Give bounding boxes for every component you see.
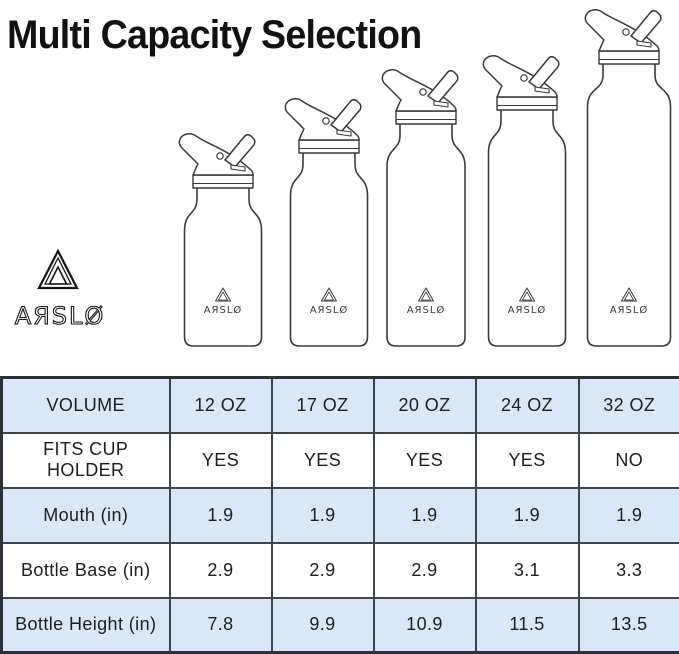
height-cell-20oz: 10.9	[372, 596, 477, 654]
mouth-cell-20oz: 1.9	[372, 486, 477, 544]
mouth-cell-12oz: 1.9	[168, 486, 273, 544]
bottle-illustration-32oz: AЯSLØ	[584, 9, 672, 347]
base-cell-17oz: 2.9	[270, 541, 375, 599]
fits-cell-17oz: YES	[270, 431, 375, 489]
bottle-logo-text: AЯSLØ	[204, 304, 243, 316]
straw-icon	[630, 9, 662, 44]
mouth-cell-24oz: 1.9	[474, 486, 580, 544]
height-cell-17oz: 9.9	[270, 596, 375, 654]
base-cell-32oz: 3.3	[577, 541, 679, 599]
volume-cell-12oz: 12 OZ	[168, 376, 273, 434]
capacity-spec-table: VOLUME 12 OZ 17 OZ 20 OZ 24 OZ 32 OZ FIT…	[0, 376, 679, 654]
fits-cell-12oz: YES	[168, 431, 273, 489]
bottle-logo-text: AЯSLØ	[508, 304, 547, 316]
fits-cell-32oz: NO	[577, 431, 679, 489]
bottle-logo-text: AЯSLØ	[610, 304, 649, 316]
table-row-mouth: Mouth (in) 1.9 1.9 1.9 1.9 1.9	[0, 486, 679, 544]
height-cell-12oz: 7.8	[168, 596, 273, 654]
table-row-bottle-base: Bottle Base (in) 2.9 2.9 2.9 3.1 3.3	[0, 541, 679, 599]
brand-logo: AЯSLØ	[14, 248, 106, 331]
page-title: Multi Capacity Selection	[7, 13, 422, 57]
brand-logo-text: AЯSLØ	[15, 302, 106, 330]
bottle-lineup-illustration: AЯSLØ AЯSLØ AЯSLØ AЯSLØ AЯSLØ	[178, 9, 672, 347]
fits-cell-24oz: YES	[474, 431, 580, 489]
bottle-brand-logo	[215, 287, 231, 302]
bottle-brand-logo	[621, 287, 637, 302]
volume-cell-32oz: 32 OZ	[577, 376, 679, 434]
height-cell-24oz: 11.5	[474, 596, 580, 654]
straw-icon	[224, 133, 256, 168]
row-label-volume: VOLUME	[0, 376, 171, 434]
bottle-logo-text: AЯSLØ	[407, 304, 446, 316]
row-label-fits-cup-holder: FITS CUP HOLDER	[0, 431, 171, 489]
table-row-bottle-height: Bottle Height (in) 7.8 9.9 10.9 11.5 13.…	[0, 596, 679, 654]
straw-icon	[330, 98, 362, 133]
mouth-cell-32oz: 1.9	[577, 486, 679, 544]
bottle-illustration-17oz: AЯSLØ	[284, 98, 369, 347]
brand-triangle-icon	[37, 248, 79, 290]
bottle-illustration-24oz: AЯSLØ	[482, 55, 567, 347]
base-cell-12oz: 2.9	[168, 541, 273, 599]
row-label-mouth: Mouth (in)	[0, 486, 171, 544]
bottle-logo-text: AЯSLØ	[310, 304, 349, 316]
straw-icon	[427, 69, 459, 104]
table-row-volume: VOLUME 12 OZ 17 OZ 20 OZ 24 OZ 32 OZ	[0, 376, 679, 434]
table-row-fits-cup-holder: FITS CUP HOLDER YES YES YES YES NO	[0, 431, 679, 489]
bottle-brand-logo	[519, 287, 535, 302]
bottle-illustration-20oz: AЯSLØ	[381, 69, 466, 347]
bottle-brand-logo	[321, 287, 337, 302]
volume-cell-24oz: 24 OZ	[474, 376, 580, 434]
bottle-brand-logo	[418, 287, 434, 302]
bottle-illustration-12oz: AЯSLØ	[178, 133, 263, 347]
row-label-bottle-height: Bottle Height (in)	[0, 596, 171, 654]
volume-cell-20oz: 20 OZ	[372, 376, 477, 434]
height-cell-32oz: 13.5	[577, 596, 679, 654]
volume-cell-17oz: 17 OZ	[270, 376, 375, 434]
fits-cell-20oz: YES	[372, 431, 477, 489]
row-label-bottle-base: Bottle Base (in)	[0, 541, 171, 599]
base-cell-24oz: 3.1	[474, 541, 580, 599]
straw-icon	[528, 55, 560, 90]
mouth-cell-17oz: 1.9	[270, 486, 375, 544]
base-cell-20oz: 2.9	[372, 541, 477, 599]
